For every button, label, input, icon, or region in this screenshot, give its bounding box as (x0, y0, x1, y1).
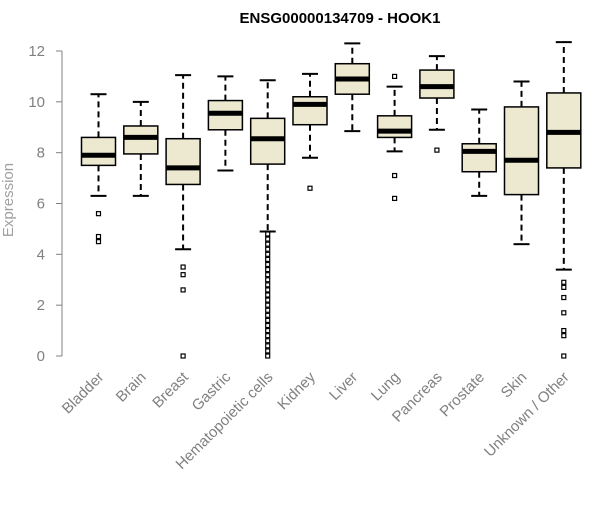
outlier-point (561, 284, 567, 290)
outlier-point (265, 327, 271, 334)
outlier-point (265, 317, 271, 324)
outlier-point (392, 73, 398, 80)
outlier-point (265, 353, 271, 359)
y-axis: 0 2 4 6 8 10 12 (28, 43, 63, 365)
outlier-point (265, 272, 271, 278)
outlier-point (561, 310, 567, 316)
y-tick-label: 12 (28, 43, 45, 60)
outlier-point (265, 282, 271, 288)
outlier-point (392, 195, 398, 202)
outlier-point (307, 185, 313, 191)
box-lung (376, 73, 413, 202)
box-brain (123, 100, 159, 197)
outlier-point (265, 231, 271, 237)
box-body (419, 69, 455, 99)
outlier-point (561, 353, 567, 359)
outlier-point (265, 292, 271, 298)
x-category-label: Kidney (274, 368, 319, 413)
outlier-point (265, 307, 271, 313)
outlier-point (180, 264, 186, 270)
x-category-label: Skin (498, 369, 531, 402)
x-category-label: Bladder (59, 369, 108, 418)
outlier-point (180, 272, 186, 278)
y-axis-title: Expression (0, 163, 17, 237)
outlier-point (561, 279, 567, 285)
outlier-point (265, 322, 271, 329)
outlier-point (265, 256, 271, 263)
chart-title: ENSG00000134709 - HOOK1 (240, 10, 441, 27)
box-body (165, 137, 201, 186)
box-gastric (207, 75, 244, 172)
box-liver (334, 42, 371, 133)
box-kidney (292, 72, 328, 191)
box-skin (503, 80, 540, 246)
box-body (80, 136, 117, 167)
outlier-point (265, 261, 271, 268)
outlier-point (265, 246, 271, 252)
outlier-point (265, 287, 271, 293)
outlier-point (95, 211, 102, 217)
outlier-point (265, 348, 271, 354)
x-category-label: Lung (368, 369, 404, 405)
outlier-point (561, 327, 567, 334)
outlier-point (265, 236, 271, 242)
box-body (503, 106, 540, 196)
outlier-point (561, 294, 567, 301)
y-tick-label: 6 (37, 196, 45, 213)
outlier-point (265, 251, 271, 257)
x-category-label: Brain (113, 369, 150, 406)
box-body (123, 125, 159, 155)
box-body (461, 143, 497, 173)
outlier-point (95, 233, 102, 240)
outlier-point (180, 287, 186, 293)
boxes (80, 41, 582, 359)
outlier-point (180, 353, 186, 359)
x-category-label: Prostate (436, 369, 488, 421)
box-bladder (80, 93, 117, 245)
outlier-point (265, 277, 271, 283)
y-tick-label: 10 (28, 94, 45, 111)
y-tick-label: 4 (37, 246, 45, 263)
box-unknown-other (546, 41, 582, 359)
outlier-point (265, 302, 271, 308)
box-prostate (461, 108, 497, 197)
box-body (292, 96, 328, 126)
box-body (249, 117, 286, 165)
outlier-point (265, 241, 271, 247)
box-hematopoietic-cells (249, 79, 286, 359)
box-breast (165, 74, 201, 359)
x-category-label: Breast (149, 368, 192, 411)
y-tick-label: 0 (37, 348, 45, 365)
outlier-point (265, 312, 271, 318)
box-body (376, 115, 413, 139)
outlier-point (265, 297, 271, 303)
outlier-point (561, 333, 567, 339)
outlier-point (265, 266, 271, 273)
outlier-point (95, 239, 102, 245)
outlier-point (265, 333, 271, 339)
y-tick-label: 2 (37, 297, 45, 314)
outlier-point (434, 147, 440, 153)
outlier-point (265, 343, 271, 349)
x-category-label: Liver (326, 369, 361, 404)
outlier-point (392, 172, 398, 179)
y-tick-label: 8 (37, 145, 45, 162)
box-pancreas (419, 55, 455, 153)
outlier-point (265, 338, 271, 344)
